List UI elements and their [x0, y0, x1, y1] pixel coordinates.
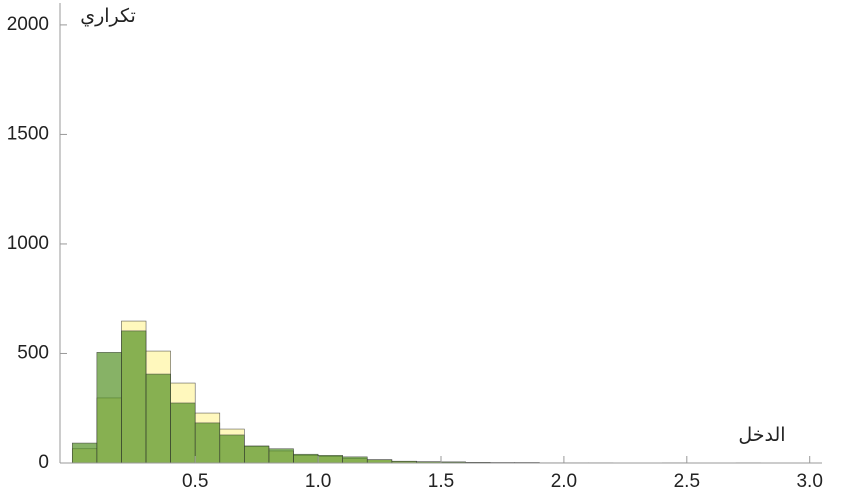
bar	[318, 455, 343, 463]
bar	[195, 423, 220, 463]
bar	[121, 331, 146, 463]
x-tick-label: 2.0	[551, 471, 577, 492]
bar	[72, 443, 97, 463]
bar	[269, 449, 294, 463]
y-tick-label: 1500	[7, 123, 49, 144]
y-tick-label: 1000	[7, 233, 49, 254]
y-tick-label: 500	[17, 342, 49, 363]
bar	[146, 374, 171, 463]
y-tick-label: 2000	[7, 14, 49, 35]
x-tick-label: 1.5	[428, 471, 454, 492]
y-tick-label: 0	[38, 452, 49, 473]
bar	[97, 352, 122, 463]
bar	[343, 457, 368, 463]
bar	[294, 454, 319, 463]
x-tick-label: 1.0	[305, 471, 331, 492]
bar	[171, 403, 196, 463]
bar	[244, 446, 269, 463]
y-axis-label: تكراري	[80, 6, 136, 27]
x-tick-label: 2.5	[674, 471, 700, 492]
x-tick-label: 3.0	[796, 471, 822, 492]
bar	[220, 435, 245, 463]
x-axis-label: الدخل	[738, 425, 785, 446]
x-tick-label: 0.5	[182, 471, 208, 492]
